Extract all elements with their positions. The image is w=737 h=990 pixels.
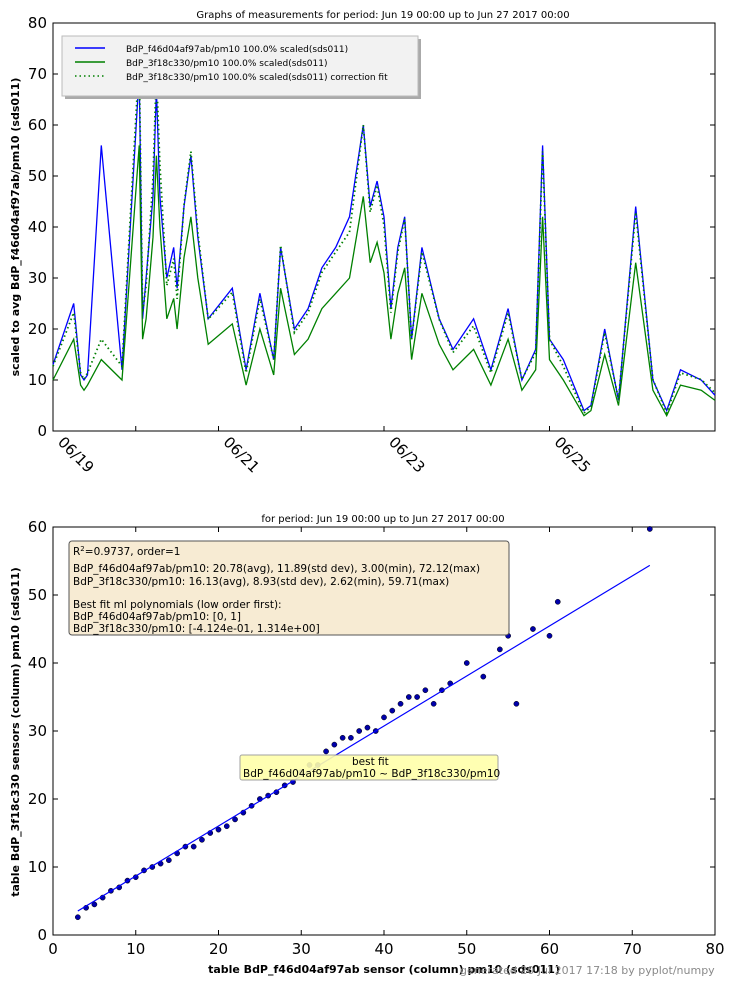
top-x-tick-label: 06/23 bbox=[385, 433, 428, 476]
bottom-x-ticks: 0 10 20 30 40 50 60 70 80 bbox=[48, 527, 725, 958]
bottom-x-tick-label: 50 bbox=[457, 940, 476, 958]
fit-annotation: best fit BdP_f46d04af97ab/pm10 ~ BdP_3f1… bbox=[239, 754, 500, 781]
bottom-y-tick-label: 20 bbox=[28, 790, 47, 808]
scatter-point bbox=[463, 660, 470, 666]
fit-line bbox=[77, 564, 651, 912]
bottom-y-tick-label: 10 bbox=[28, 858, 47, 876]
scatter-point bbox=[323, 748, 329, 755]
stats-r2-prefix: R bbox=[73, 546, 80, 558]
stats-line-2: BdP_3f18c330/pm10: 16.13(avg), 8.93(std … bbox=[73, 576, 449, 588]
legend-label-2: BdP_3f18c330/pm10 100.0% scaled(sds011) bbox=[126, 59, 328, 69]
scatter-point bbox=[554, 598, 561, 605]
footer-credit: generated 20 Jul 2017 17:18 by pyplot/nu… bbox=[460, 964, 715, 977]
bottom-x-tick-label: 80 bbox=[705, 940, 724, 958]
scatter-point bbox=[480, 673, 487, 680]
scatter-point bbox=[381, 714, 387, 721]
stats-r2: R2=0.9737, order=1 bbox=[73, 545, 180, 558]
timeseries-chart: Graphs of measurements for period: Jun 1… bbox=[9, 10, 716, 476]
top-y-tick-label: 60 bbox=[28, 116, 47, 134]
bottom-x-tick-label: 0 bbox=[48, 940, 58, 958]
series-line-2 bbox=[52, 145, 716, 418]
scatter-point bbox=[513, 700, 520, 707]
scatter-point bbox=[430, 700, 437, 707]
poly-line-1: BdP_f46d04af97ab/pm10: [0, 1] bbox=[73, 611, 241, 623]
scatter-point bbox=[530, 626, 536, 632]
bottom-x-tick-label: 40 bbox=[374, 940, 393, 958]
stats-line-1: BdP_f46d04af97ab/pm10: 20.78(avg), 11.89… bbox=[73, 563, 480, 575]
poly-heading: Best fit ml polynomials (low order first… bbox=[73, 599, 282, 611]
top-y-tick-label: 30 bbox=[28, 269, 47, 287]
top-y-tick-label: 80 bbox=[28, 14, 47, 32]
stats-box: R2=0.9737, order=1 BdP_f46d04af97ab/pm10… bbox=[68, 540, 510, 636]
stats-box-bg bbox=[68, 540, 510, 636]
legend-label-3: BdP_3f18c330/pm10 100.0% scaled(sds011) … bbox=[126, 73, 388, 83]
scatter-point bbox=[414, 694, 420, 700]
bottom-y-tick-label: 40 bbox=[28, 654, 47, 672]
top-x-ticks: 06/19 06/21 06/23 06/25 bbox=[52, 426, 716, 476]
fit-annotation-box bbox=[239, 754, 499, 781]
bottom-x-tick-label: 70 bbox=[623, 940, 642, 958]
bottom-chart-title: for period: Jun 19 00:00 up to Jun 27 20… bbox=[261, 514, 504, 525]
scatter-chart: for period: Jun 19 00:00 up to Jun 27 20… bbox=[9, 514, 725, 976]
series-line-1 bbox=[52, 73, 716, 413]
scatter-point bbox=[199, 836, 205, 843]
top-series-group bbox=[52, 57, 716, 418]
scatter-point bbox=[356, 728, 363, 734]
top-y-ticks: 0 10 20 30 40 50 60 70 80 bbox=[28, 14, 715, 440]
scatter-point bbox=[348, 734, 354, 741]
bottom-x-tick-label: 10 bbox=[126, 940, 145, 958]
fit-annotation-line2: BdP_f46d04af97ab/pm10 ~ BdP_3f18c330/pm1… bbox=[243, 768, 500, 780]
bottom-x-tick-label: 20 bbox=[209, 940, 228, 958]
scatter-point bbox=[91, 901, 98, 908]
poly-line-2: BdP_3f18c330/pm10: [-4.124e-01, 1.314e+0… bbox=[73, 623, 320, 635]
bottom-y-tick-label: 30 bbox=[28, 722, 47, 740]
top-y-tick-label: 50 bbox=[28, 167, 47, 185]
scatter-point bbox=[339, 734, 346, 741]
top-y-tick-label: 20 bbox=[28, 320, 47, 338]
top-y-tick-label: 70 bbox=[28, 65, 47, 83]
scatter-point bbox=[166, 857, 172, 864]
top-chart-title: Graphs of measurements for period: Jun 1… bbox=[196, 10, 569, 21]
bottom-x-axis-label: table BdP_f46d04af97ab sensor (column) p… bbox=[208, 963, 560, 976]
scatter-point bbox=[546, 632, 553, 639]
bottom-y-ticks: 0 10 20 30 40 50 60 bbox=[28, 518, 715, 944]
scatter-point bbox=[223, 823, 230, 830]
top-x-tick-label: 06/25 bbox=[551, 433, 594, 476]
top-legend: BdP_f46d04af97ab/pm10 100.0% scaled(sds0… bbox=[61, 35, 421, 99]
top-y-tick-label: 10 bbox=[28, 371, 47, 389]
legend-label-1: BdP_f46d04af97ab/pm10 100.0% scaled(sds0… bbox=[126, 45, 348, 55]
scatter-point bbox=[389, 707, 396, 714]
legend-box bbox=[61, 35, 419, 97]
top-x-tick-label: 06/21 bbox=[220, 433, 263, 476]
scatter-point bbox=[190, 843, 197, 850]
top-x-tick-label: 06/19 bbox=[54, 433, 97, 476]
series-line-3 bbox=[52, 57, 716, 416]
scatter-point bbox=[497, 646, 503, 653]
bottom-y-tick-label: 60 bbox=[28, 518, 47, 536]
top-y-tick-label: 0 bbox=[37, 422, 47, 440]
top-y-axis-label: scaled to avg BdP_f46d04af97ab/pm10 (sds… bbox=[9, 78, 22, 377]
scatter-point bbox=[646, 526, 653, 532]
scatter-point bbox=[232, 816, 238, 823]
stats-r2-line: =0.9737, order=1 bbox=[85, 546, 181, 558]
bottom-y-tick-label: 50 bbox=[28, 586, 47, 604]
bottom-y-tick-label: 0 bbox=[37, 926, 47, 944]
bottom-y-axis-label: table BdP_3f18c330 sensors (column) pm10… bbox=[9, 567, 22, 897]
top-y-tick-label: 40 bbox=[28, 218, 47, 236]
bottom-x-tick-label: 30 bbox=[292, 940, 311, 958]
scatter-point bbox=[422, 687, 429, 694]
scatter-point bbox=[405, 694, 412, 700]
scatter-point bbox=[331, 741, 338, 748]
scatter-point bbox=[364, 724, 371, 731]
scatter-point bbox=[397, 700, 404, 707]
fit-annotation-line1: best fit bbox=[352, 756, 389, 768]
stats-r2-sup: 2 bbox=[80, 545, 84, 553]
scatter-point bbox=[74, 914, 81, 921]
bottom-x-tick-label: 60 bbox=[540, 940, 559, 958]
scatter-point bbox=[215, 826, 222, 833]
